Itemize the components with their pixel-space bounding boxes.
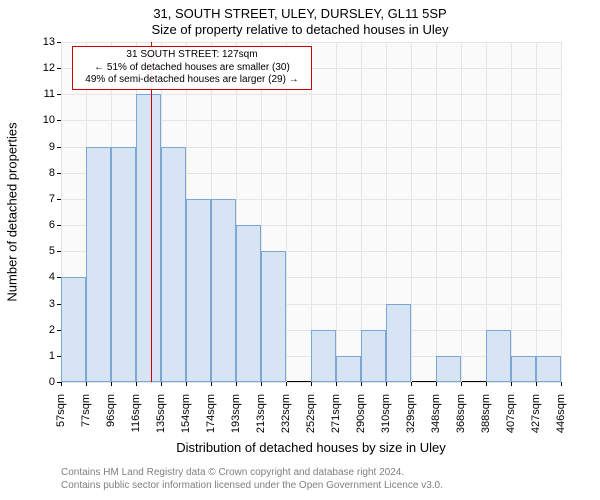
y-tick-label: 13	[43, 36, 55, 48]
x-gridline	[286, 42, 287, 382]
y-tick-label: 2	[49, 324, 55, 336]
x-gridline	[436, 42, 437, 382]
x-tick-label: 116sqm	[130, 394, 142, 432]
histogram-bar	[186, 199, 211, 382]
x-tick-label: 427sqm	[530, 394, 542, 433]
x-tick-label: 77sqm	[80, 394, 92, 427]
x-tick-mark	[136, 382, 137, 386]
x-tick-label: 388sqm	[480, 394, 492, 433]
callout-line: 31 SOUTH STREET: 127sqm	[79, 49, 305, 62]
histogram-bar	[386, 304, 411, 382]
x-tick-label: 96sqm	[105, 394, 117, 427]
property-marker-line	[151, 42, 152, 382]
x-tick-mark	[386, 382, 387, 386]
histogram-bar	[236, 225, 261, 382]
histogram-bar	[511, 356, 536, 382]
plot-area: 01234567891011121357sqm77sqm96sqm116sqm1…	[61, 42, 561, 382]
x-tick-mark	[461, 382, 462, 386]
x-tick-mark	[436, 382, 437, 386]
x-tick-label: 232sqm	[280, 394, 292, 433]
histogram-bar	[111, 147, 136, 382]
x-tick-label: 329sqm	[405, 394, 417, 433]
x-tick-label: 407sqm	[505, 394, 517, 433]
y-tick-label: 1	[49, 350, 55, 362]
x-tick-mark	[61, 382, 62, 386]
callout-line: ← 51% of detached houses are smaller (30…	[79, 62, 305, 75]
x-tick-label: 154sqm	[180, 394, 192, 433]
y-tick-label: 0	[49, 376, 55, 388]
x-tick-label: 193sqm	[230, 394, 242, 433]
histogram-bar	[436, 356, 461, 382]
x-tick-mark	[486, 382, 487, 386]
y-axis-label: Number of detached properties	[5, 122, 20, 301]
x-tick-mark	[261, 382, 262, 386]
y-tick-label: 7	[49, 193, 55, 205]
x-tick-label: 213sqm	[255, 394, 267, 433]
x-tick-label: 174sqm	[205, 394, 217, 433]
x-tick-mark	[561, 382, 562, 386]
y-tick-label: 12	[43, 62, 55, 74]
x-tick-label: 290sqm	[355, 394, 367, 433]
histogram-bar	[161, 147, 186, 382]
y-tick-label: 11	[44, 88, 55, 100]
x-gridline	[461, 42, 462, 382]
x-tick-mark	[286, 382, 287, 386]
x-tick-label: 271sqm	[330, 394, 342, 433]
y-tick-label: 9	[49, 141, 55, 153]
y-tick-label: 4	[49, 271, 55, 283]
y-tick-label: 6	[49, 219, 55, 231]
x-gridline	[336, 42, 337, 382]
histogram-bar	[61, 277, 86, 382]
x-tick-label: 348sqm	[430, 394, 442, 433]
x-tick-label: 135sqm	[155, 394, 167, 433]
x-tick-mark	[536, 382, 537, 386]
x-tick-mark	[211, 382, 212, 386]
chart-canvas: 31, SOUTH STREET, ULEY, DURSLEY, GL11 5S…	[0, 0, 600, 500]
x-tick-label: 57sqm	[55, 394, 67, 427]
x-tick-mark	[111, 382, 112, 386]
x-tick-mark	[361, 382, 362, 386]
y-tick-label: 5	[49, 245, 55, 257]
x-tick-mark	[236, 382, 237, 386]
histogram-bar	[136, 94, 161, 382]
y-tick-label: 10	[43, 114, 55, 126]
x-tick-mark	[186, 382, 187, 386]
x-tick-mark	[311, 382, 312, 386]
footer-line-2: Contains public sector information licen…	[61, 479, 443, 492]
y-tick-label: 3	[49, 298, 55, 310]
footer-line-1: Contains HM Land Registry data © Crown c…	[61, 466, 443, 479]
x-tick-mark	[86, 382, 87, 386]
histogram-bar	[211, 199, 236, 382]
x-tick-mark	[511, 382, 512, 386]
histogram-bar	[86, 147, 111, 382]
histogram-bar	[361, 330, 386, 382]
x-tick-label: 368sqm	[455, 394, 467, 433]
attribution-footer: Contains HM Land Registry data © Crown c…	[61, 466, 443, 492]
x-tick-mark	[411, 382, 412, 386]
histogram-bar	[311, 330, 336, 382]
histogram-bar	[536, 356, 561, 382]
y-tick-label: 8	[49, 167, 55, 179]
x-tick-mark	[161, 382, 162, 386]
chart-title-sub: Size of property relative to detached ho…	[0, 22, 600, 37]
x-tick-label: 310sqm	[380, 394, 392, 433]
x-gridline	[561, 42, 562, 382]
property-callout: 31 SOUTH STREET: 127sqm← 51% of detached…	[72, 46, 312, 90]
histogram-bar	[261, 251, 286, 382]
x-tick-label: 252sqm	[305, 394, 317, 433]
x-gridline	[411, 42, 412, 382]
x-axis-label: Distribution of detached houses by size …	[61, 440, 561, 455]
callout-line: 49% of semi-detached houses are larger (…	[79, 74, 305, 87]
x-gridline	[511, 42, 512, 382]
histogram-bar	[486, 330, 511, 382]
x-tick-mark	[336, 382, 337, 386]
x-gridline	[536, 42, 537, 382]
x-tick-label: 446sqm	[555, 394, 567, 433]
histogram-bar	[336, 356, 361, 382]
chart-title-main: 31, SOUTH STREET, ULEY, DURSLEY, GL11 5S…	[0, 6, 600, 21]
